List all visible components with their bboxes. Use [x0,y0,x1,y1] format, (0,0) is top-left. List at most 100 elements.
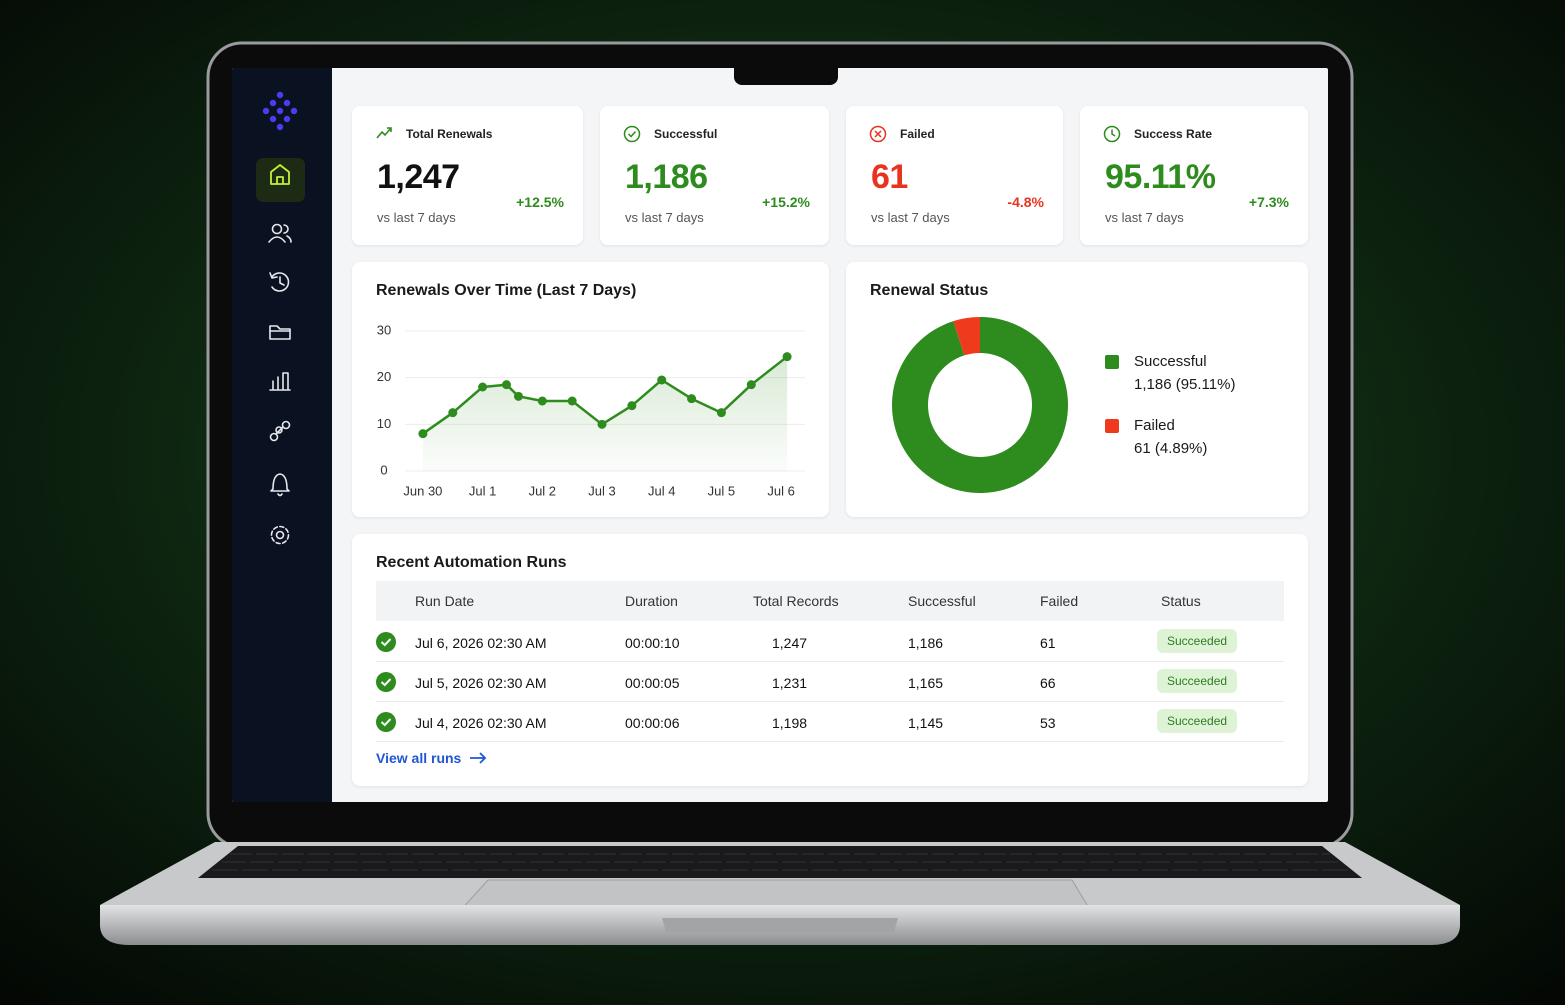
legend-label: Successful [1134,353,1207,370]
table-cell: 1,186 [908,635,944,651]
nav-history[interactable] [269,272,290,292]
opening-notch [662,918,898,932]
row-status-icon [376,712,396,732]
data-point [716,408,726,418]
data-point [657,375,667,385]
column-header: Failed [1040,593,1079,609]
table-title: Recent Automation Runs [376,554,567,571]
data-point [418,429,428,439]
x-tick-label: Jun 30 [403,483,442,498]
camera-notch [734,68,838,85]
table-card: Recent Automation Runs View all runs Run… [352,534,1308,786]
kpi-note: vs last 7 days [625,210,704,225]
data-point [501,380,511,390]
x-tick-label: Jul 3 [588,483,615,498]
data-point [687,394,697,404]
kpi-change: -4.8% [1007,194,1044,210]
kpi-value: 1,247 [377,158,460,196]
chart-title: Renewals Over Time (Last 7 Days) [376,282,637,299]
x-tick-label: Jul 5 [708,483,735,498]
kpi-label: Successful [654,127,718,141]
column-header: Duration [625,593,678,609]
screen: Renewals Over Time (Last 7 Days) 0 10 20 30… [232,68,1328,802]
table-cell: 1,165 [908,675,944,691]
kpi-card: Success Rate 95.11% vs last 7 days +7.3% [1080,106,1308,245]
kpi-value: 1,186 [625,158,708,196]
donut-segment [892,317,1068,493]
data-point [597,419,607,429]
keys [212,853,1350,871]
data-point [627,401,637,411]
chart-title: Renewal Status [870,282,989,299]
area-fill [422,356,788,471]
row-divider [376,741,1284,742]
donut-chart-card: Renewal Status Successful 1,186 (95.11%) F… [846,262,1308,517]
kpi-card: Successful 1,186 vs last 7 days +15.2% [600,106,829,245]
nav-analytics[interactable] [269,372,291,391]
column-header: Run Date [415,593,475,609]
status-badge: Succeeded [1157,669,1238,693]
nav-home[interactable] [270,164,290,185]
table-cell: 00:00:06 [625,715,680,731]
nav-users[interactable] [268,223,292,243]
legend-label: Failed [1134,417,1175,434]
kpi-label: Failed [900,127,935,141]
data-point [448,408,458,418]
nav-active-bg[interactable] [256,158,305,202]
legend-swatch [1105,419,1119,433]
table-cell: 1,247 [772,635,808,651]
kpi-icon [623,125,641,143]
view-all-link[interactable]: View all runs [376,750,487,766]
table-header-bg [376,581,1284,621]
table-cell: Jul 6, 2026 02:30 AM [415,635,547,651]
legend-value: 1,186 (95.11%) [1134,376,1235,393]
status-badge: Succeeded [1157,709,1238,733]
column-header: Total Records [753,593,839,609]
x-tick-label: Jul 6 [767,483,794,498]
x-tick-label: Jul 4 [648,483,675,498]
status-badge: Succeeded [1157,629,1238,653]
data-point [782,352,792,362]
table-cell: 1,145 [908,715,944,731]
kpi-icon [1103,125,1121,143]
y-tick-label: 10 [377,416,391,431]
line-chart: 0 10 20 30 Jun 30 Jul 1 Jul 2 Jul 3 Jul 4 Jul 5 Ju… [377,322,805,498]
table-cell: 66 [1040,675,1056,691]
arrow-icon [470,752,487,764]
kpi-value: 95.11% [1105,158,1216,196]
kpi-label: Success Rate [1134,127,1213,141]
kpi-note: vs last 7 days [871,210,950,225]
table-cell: Jul 4, 2026 02:30 AM [415,715,547,731]
data-point [746,380,756,390]
table-cell: 1,231 [772,675,808,691]
link-text[interactable]: View all runs [376,750,462,766]
data-point [567,396,577,406]
nav-settings[interactable] [270,525,290,545]
donut-chart: Successful 1,186 (95.11%) Failed 61 (4.89%) [892,317,1235,493]
table-cell: 53 [1040,715,1056,731]
x-tick-label: Jul 1 [469,483,496,498]
nav-folder[interactable] [269,325,291,340]
table-cell: 1,198 [772,715,808,731]
table-cell: 61 [1040,635,1056,651]
kpi-change: +12.5% [516,194,564,210]
donut-segment [953,317,980,356]
row-status-icon [376,672,396,692]
data-point [478,382,488,392]
table-cell: 00:00:05 [625,675,680,691]
legend-swatch [1105,355,1119,369]
logo[interactable] [262,91,298,131]
nav-notifications[interactable] [270,473,290,497]
table-cell: Jul 5, 2026 02:30 AM [415,675,547,691]
nav-workflows[interactable] [269,420,291,442]
kpi-label: Total Renewals [406,127,493,141]
x-tick-label: Jul 2 [529,483,556,498]
column-header: Status [1161,593,1201,609]
column-header: Successful [908,593,976,609]
kpi-change: +15.2% [762,194,810,210]
kpi-change: +7.3% [1248,194,1289,210]
sidebar [232,68,332,802]
kpi-icon [376,127,392,139]
table-cell: 00:00:10 [625,635,680,651]
kpi-note: vs last 7 days [377,210,456,225]
